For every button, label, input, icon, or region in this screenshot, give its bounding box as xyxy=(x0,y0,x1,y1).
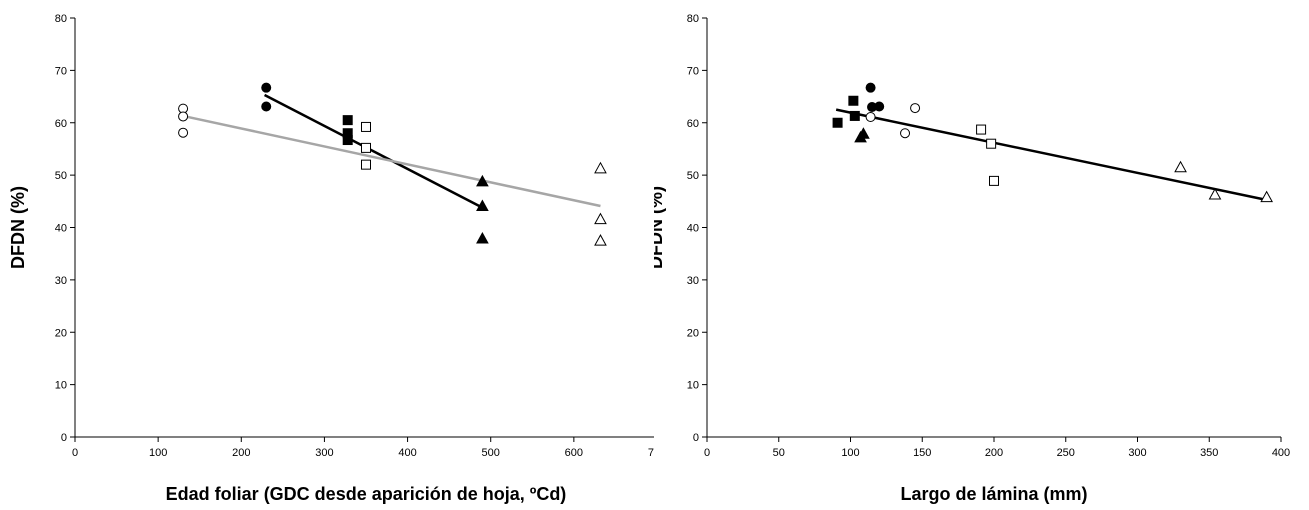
x-tick-label: 100 xyxy=(149,447,167,459)
y-tick-label: 60 xyxy=(687,118,699,130)
data-point-circle-open xyxy=(178,111,189,122)
data-point-triangle-filled xyxy=(476,231,489,244)
y-tick-label: 70 xyxy=(687,65,699,77)
x-tick-label: 300 xyxy=(315,447,333,459)
x-axis-title: Edad foliar (GDC desde aparición de hoja… xyxy=(166,484,567,504)
data-point-triangle-open xyxy=(1174,160,1187,173)
data-point-circle-filled xyxy=(874,101,885,112)
y-tick-label: 40 xyxy=(687,223,699,235)
x-tick-label: 500 xyxy=(482,447,500,459)
x-tick-label: 0 xyxy=(72,447,78,459)
data-point-triangle-filled xyxy=(476,199,489,212)
data-point-square-open xyxy=(976,124,987,135)
data-point-triangle-filled xyxy=(857,127,870,139)
x-tick-label: 700 xyxy=(648,447,654,459)
data-point-circle-open xyxy=(900,128,911,139)
x-tick-label: 0 xyxy=(704,447,710,459)
x-tick-label: 200 xyxy=(985,447,1003,459)
y-tick-label: 10 xyxy=(687,380,699,392)
data-point-square-open xyxy=(989,175,999,186)
data-point-triangle-open xyxy=(594,234,607,246)
data-point-triangle-open xyxy=(594,161,607,174)
x-tick-label: 400 xyxy=(1272,447,1290,459)
data-point-circle-filled xyxy=(261,101,272,112)
x-tick-label: 200 xyxy=(232,447,250,459)
y-tick-label: 40 xyxy=(55,223,67,235)
trend-line xyxy=(835,108,1269,202)
x-tick-label: 350 xyxy=(1200,447,1218,459)
data-point-circle-open xyxy=(910,103,921,114)
x-tick-label: 400 xyxy=(398,447,416,459)
chart-leaf-age: 0 100 200 300 400 500 600 700 0 10 20 30 40 50 60 70 80 E… xyxy=(8,13,654,504)
data-point-circle-filled xyxy=(865,82,876,93)
trend-line xyxy=(182,114,601,208)
y-tick-label: 0 xyxy=(61,432,67,444)
y-tick-label: 80 xyxy=(55,13,67,25)
y-tick-label: 50 xyxy=(687,170,699,182)
x-tick-label: 300 xyxy=(1128,447,1146,459)
x-tick-label: 600 xyxy=(565,447,583,459)
y-axis-title: DFDN (%) xyxy=(654,186,666,269)
y-tick-label: 30 xyxy=(687,275,699,287)
data-point-square-filled xyxy=(832,117,843,128)
x-tick-label: 250 xyxy=(1057,447,1075,459)
data-point-circle-open xyxy=(178,127,189,138)
y-tick-label: 20 xyxy=(687,327,699,339)
x-tick-label: 100 xyxy=(841,447,859,459)
y-tick-label: 30 xyxy=(55,275,67,287)
x-tick-label: 150 xyxy=(913,447,931,459)
data-point-square-open xyxy=(361,121,371,132)
data-point-circle-open xyxy=(865,111,876,122)
data-point-square-open xyxy=(361,159,371,170)
y-tick-label: 60 xyxy=(55,118,67,130)
data-point-triangle-filled xyxy=(476,174,489,187)
chart-blade-length: 0 50 100 150 200 250 300 350 400 0 10 20 30 40 50 60 70 8… xyxy=(654,13,1290,504)
y-tick-label: 80 xyxy=(687,13,699,25)
data-point-square-open xyxy=(986,138,997,149)
y-tick-label: 0 xyxy=(693,432,699,444)
data-point-square-filled xyxy=(342,135,353,146)
y-tick-label: 10 xyxy=(55,380,67,392)
data-point-triangle-open xyxy=(594,212,607,225)
x-axis-title: Largo de lámina (mm) xyxy=(900,484,1087,504)
data-point-square-filled xyxy=(848,95,859,106)
data-point-square-open xyxy=(361,142,371,153)
y-tick-label: 70 xyxy=(55,65,67,77)
data-point-circle-filled xyxy=(261,82,272,93)
data-point-square-filled xyxy=(849,110,860,121)
x-tick-label: 50 xyxy=(773,447,785,459)
y-tick-label: 20 xyxy=(55,327,67,339)
y-tick-label: 50 xyxy=(55,170,67,182)
data-point-triangle-open xyxy=(1208,187,1222,200)
trend-line xyxy=(263,93,483,209)
data-point-triangle-open xyxy=(1260,190,1273,203)
data-point-square-filled xyxy=(342,115,353,126)
y-axis-title: DFDN (%) xyxy=(8,186,28,269)
